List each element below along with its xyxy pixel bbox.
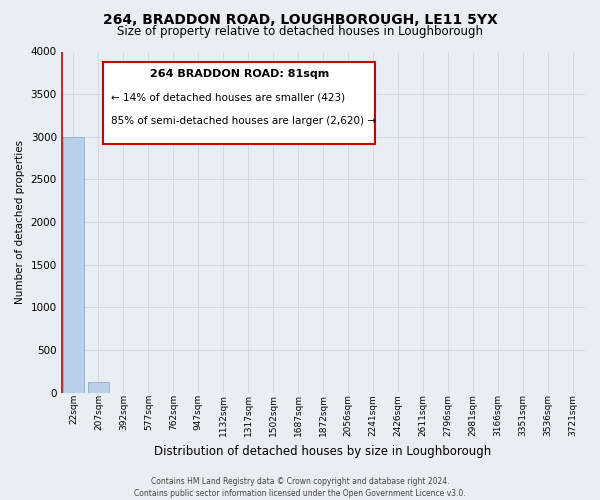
FancyBboxPatch shape xyxy=(103,62,376,144)
Text: ← 14% of detached houses are smaller (423): ← 14% of detached houses are smaller (42… xyxy=(111,92,345,102)
Text: Contains HM Land Registry data © Crown copyright and database right 2024.
Contai: Contains HM Land Registry data © Crown c… xyxy=(134,476,466,498)
Bar xyxy=(63,137,84,392)
Y-axis label: Number of detached properties: Number of detached properties xyxy=(15,140,25,304)
X-axis label: Distribution of detached houses by size in Loughborough: Distribution of detached houses by size … xyxy=(154,444,491,458)
Text: 264 BRADDON ROAD: 81sqm: 264 BRADDON ROAD: 81sqm xyxy=(149,68,329,78)
Bar xyxy=(88,382,109,392)
Text: 264, BRADDON ROAD, LOUGHBOROUGH, LE11 5YX: 264, BRADDON ROAD, LOUGHBOROUGH, LE11 5Y… xyxy=(103,12,497,26)
Text: 85% of semi-detached houses are larger (2,620) →: 85% of semi-detached houses are larger (… xyxy=(111,116,376,126)
Text: Size of property relative to detached houses in Loughborough: Size of property relative to detached ho… xyxy=(117,25,483,38)
